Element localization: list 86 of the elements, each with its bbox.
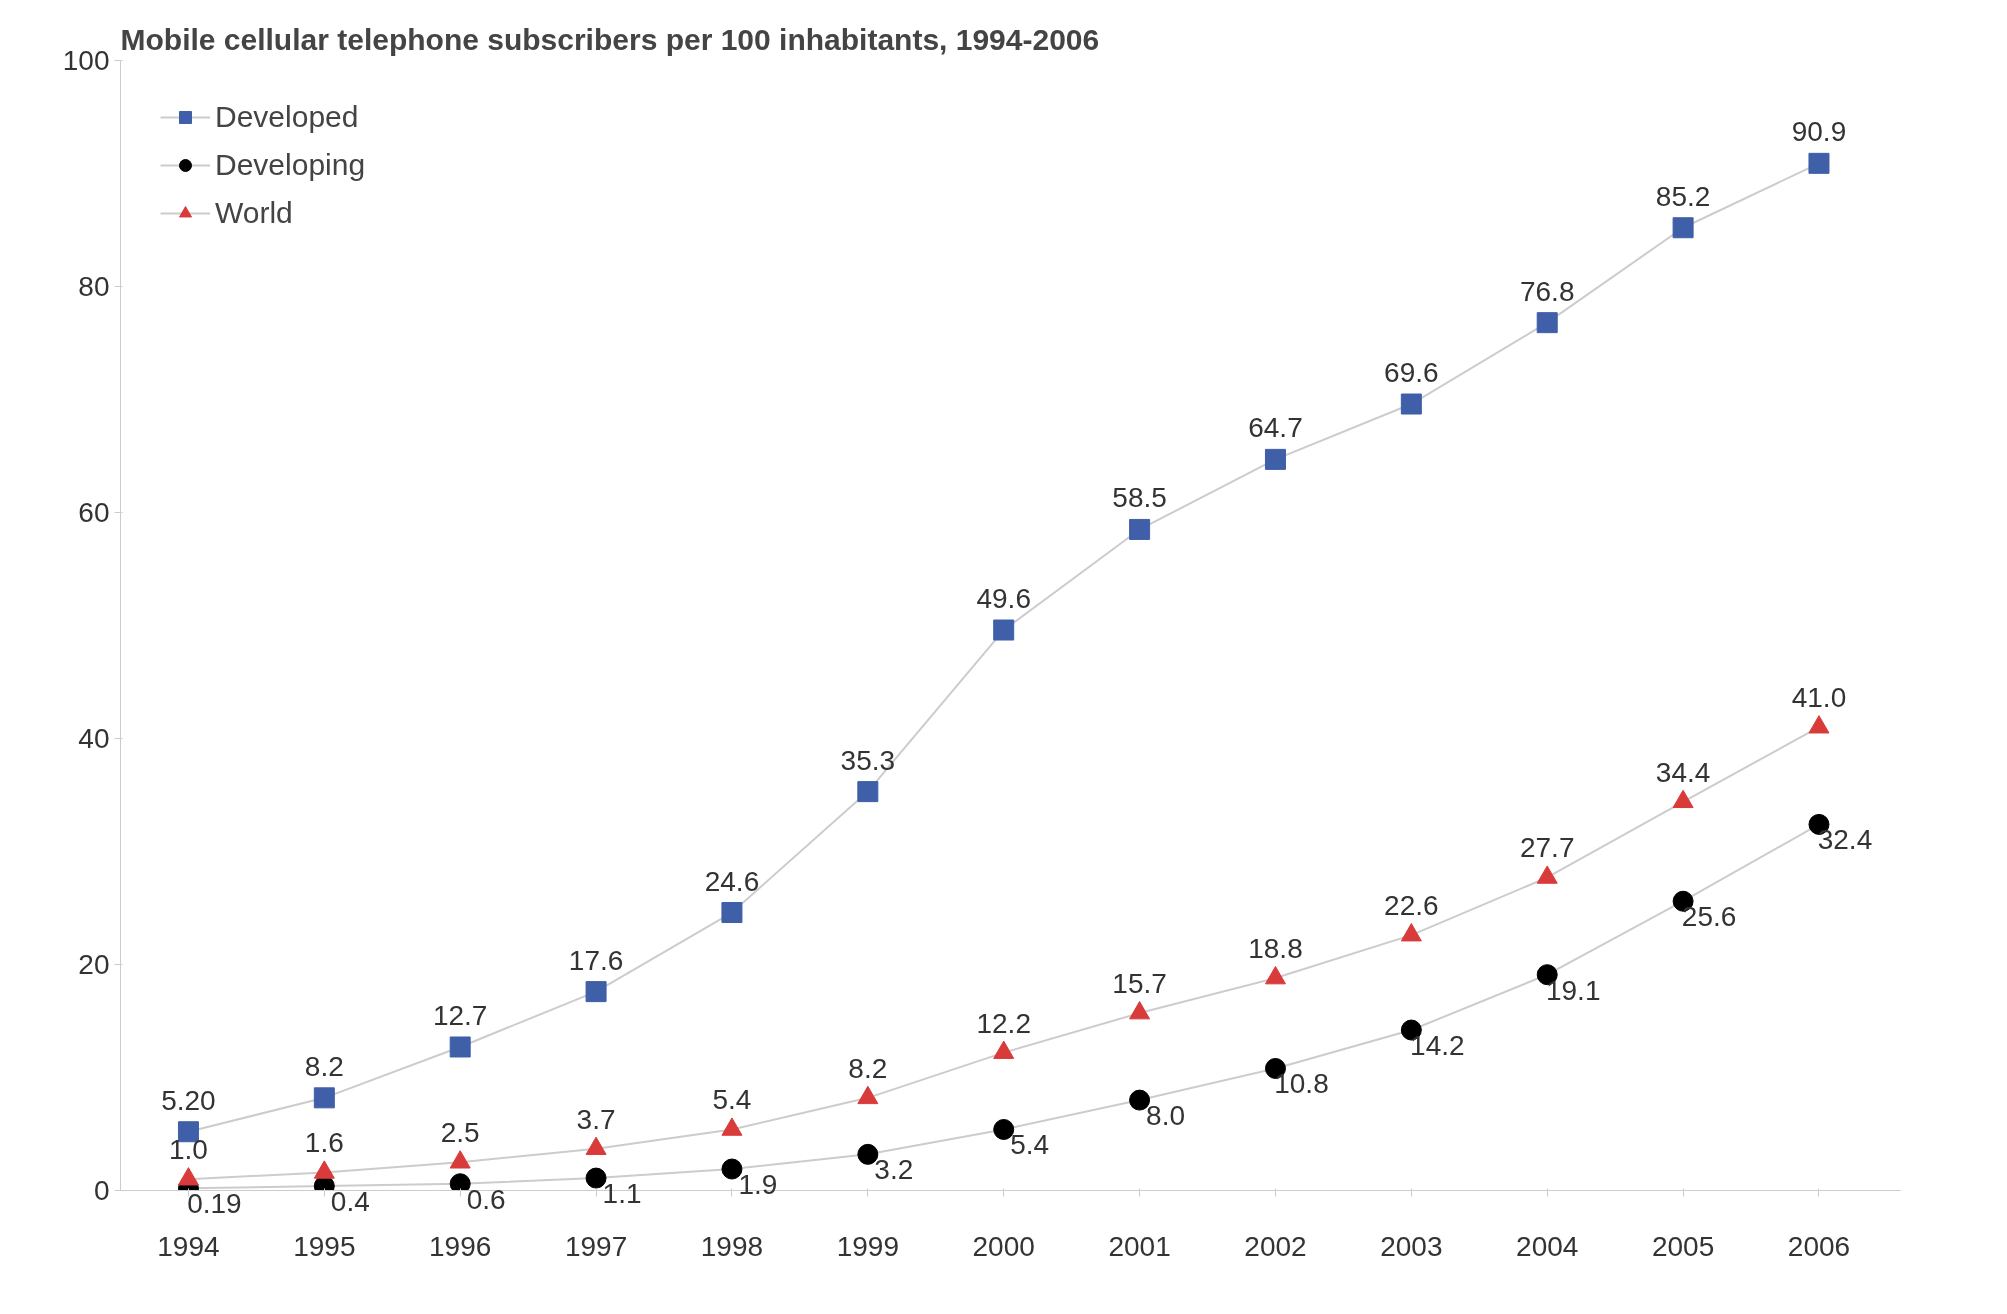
data-label: 41.0 [1791,682,1847,714]
point [1264,448,1286,470]
point [1400,393,1422,415]
y-tick-label: 60 [78,497,110,528]
legend-label: Developed [215,100,359,134]
point [449,1173,471,1191]
x-tick-label: 2003 [1380,1230,1443,1262]
data-label: 17.6 [568,944,624,976]
data-label: 49.6 [976,583,1031,615]
data-label: 24.6 [704,865,760,897]
data-label: 15.7 [1112,968,1167,1000]
data-label: 18.8 [1248,933,1303,965]
y-tick-label: 100 [62,45,110,76]
data-label: 1.6 [304,1127,344,1159]
point [1264,966,1286,985]
y-tick-label: 20 [78,949,110,980]
data-label: 5.4 [1010,1129,1050,1161]
data-label: 0.19 [187,1188,242,1220]
data-label: 12.2 [976,1007,1031,1039]
point [1672,789,1694,809]
point [993,1040,1015,1059]
y-tick-label: 80 [78,271,110,302]
data-label: 64.7 [1248,412,1303,444]
x-tick-label: 1998 [700,1230,764,1262]
point [857,1085,879,1105]
data-label: 0.4 [330,1185,370,1217]
point [313,1160,335,1179]
data-label: 76.8 [1519,275,1575,307]
x-tick-label: 1996 [429,1230,492,1262]
point [177,1167,199,1186]
data-label: 35.3 [840,744,896,776]
legend-label: Developing [215,148,366,182]
point [857,781,879,803]
data-label: 69.6 [1384,357,1439,389]
data-label: 1.0 [168,1134,208,1166]
data-label: 1.1 [602,1178,642,1210]
x-tick-label: 2006 [1787,1230,1851,1262]
data-label: 10.8 [1274,1068,1329,1100]
data-label: 8.0 [1146,1100,1186,1132]
data-label: 0.6 [466,1183,506,1215]
data-label: 1.9 [738,1169,778,1201]
x-tick-label: 2001 [1108,1230,1171,1262]
x-tick-label: 1997 [564,1230,628,1262]
data-label: 90.9 [1791,116,1847,148]
point [449,1036,471,1058]
point [1808,152,1830,174]
data-label: 8.2 [304,1050,344,1082]
x-tick-label: 2005 [1651,1230,1715,1262]
data-label: 34.4 [1655,756,1711,788]
point [1400,923,1422,942]
data-label: 22.6 [1384,890,1439,922]
x-tick-label: 2002 [1244,1230,1307,1262]
point [585,1136,607,1155]
data-label: 19.1 [1545,974,1601,1006]
data-label: 58.5 [1112,482,1167,514]
chart-title: Mobile cellular telephone subscribers per 100 inhabitants, 1994-2006 [120,22,1100,56]
data-label: 8.2 [848,1052,888,1084]
point [449,1150,471,1169]
point [1672,217,1694,239]
point [721,902,743,924]
data-label: 3.7 [576,1103,616,1135]
data-label: 3.2 [874,1154,914,1186]
y-tick-label: 40 [78,723,110,754]
x-tick-label: 2004 [1516,1230,1579,1262]
data-label: 85.2 [1655,180,1711,212]
point [721,1117,743,1136]
data-label: 5.4 [712,1084,752,1116]
x-tick-label: 2000 [972,1230,1035,1262]
data-label: 32.4 [1817,824,1873,856]
x-tick-label: 1999 [836,1230,899,1262]
legend-label: World [215,196,293,230]
data-label: 12.7 [432,999,488,1031]
x-tick-label: 1994 [157,1230,220,1262]
point [1129,518,1151,540]
y-tick-label: 0 [93,1175,110,1206]
point [993,619,1015,641]
data-label: 2.5 [440,1117,480,1149]
data-label: 27.7 [1519,832,1575,864]
point [313,1087,335,1109]
data-label: 25.6 [1681,901,1737,933]
data-label: 14.2 [1410,1030,1465,1062]
point [1129,1001,1151,1020]
x-tick-label: 1995 [293,1230,356,1262]
point [1536,312,1558,334]
point [585,981,607,1003]
data-label: 5.20 [161,1084,216,1116]
